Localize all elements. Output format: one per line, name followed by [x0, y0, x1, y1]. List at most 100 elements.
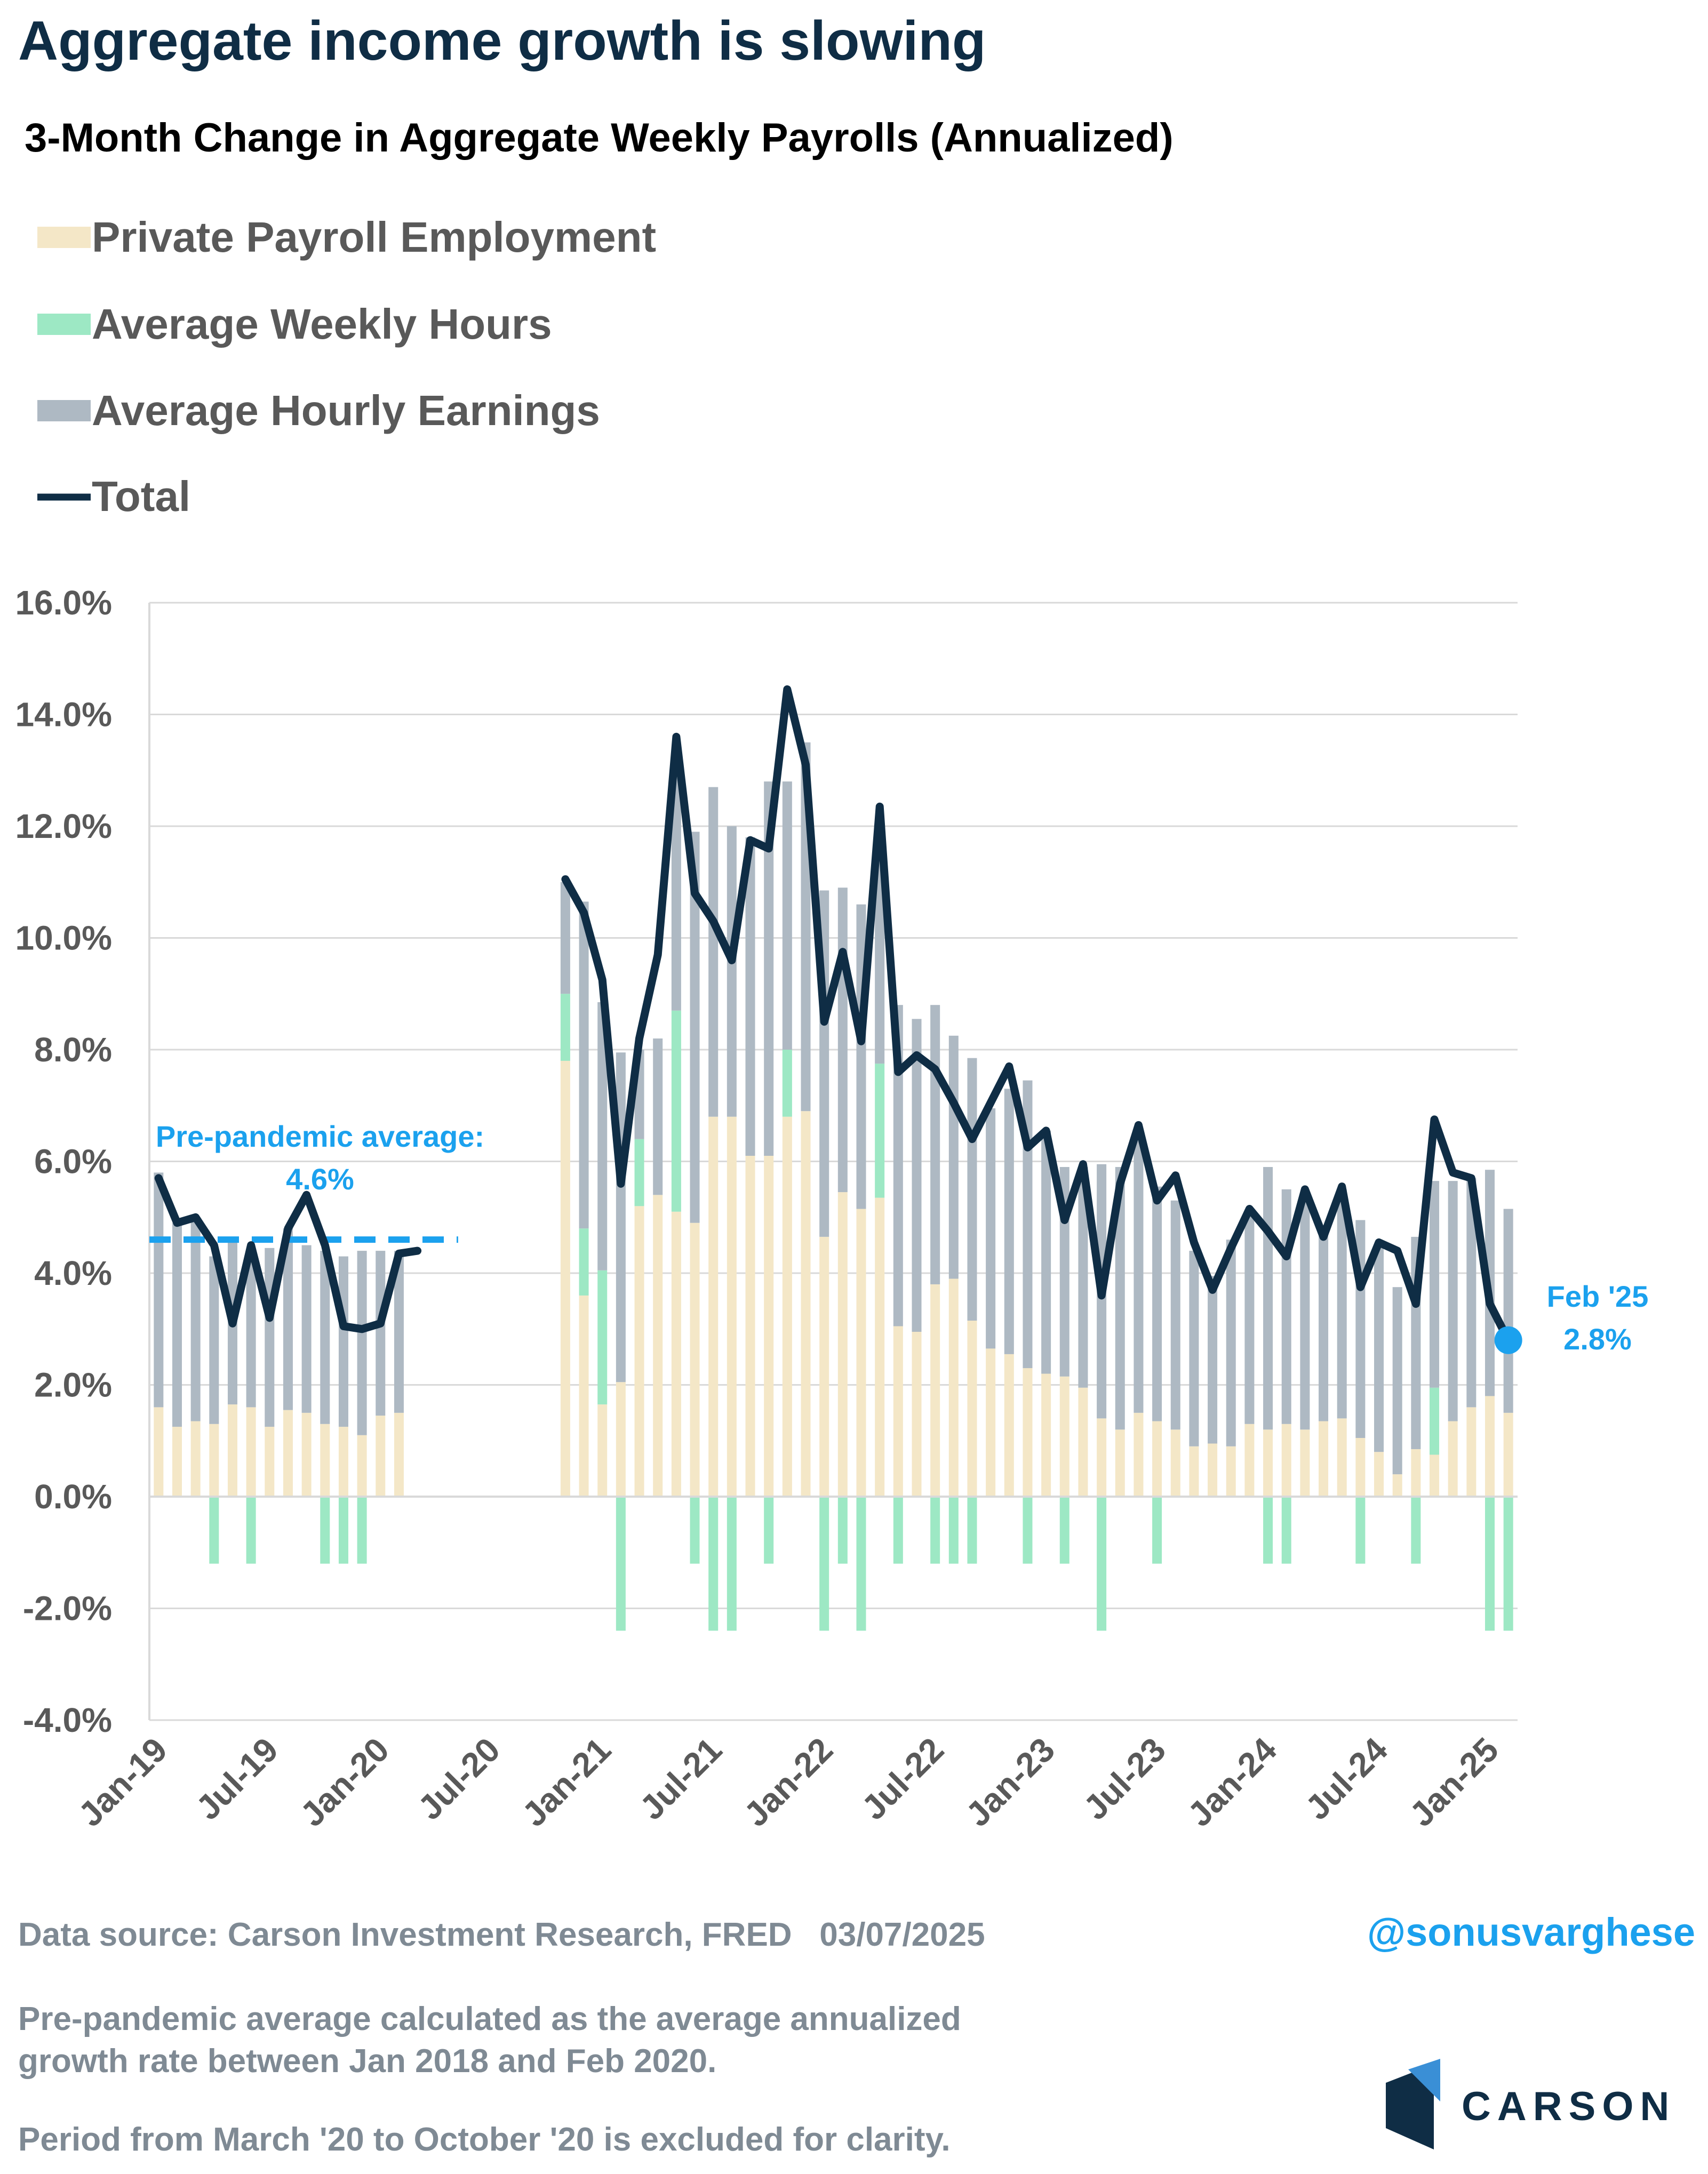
bar-earnings [1503, 1209, 1513, 1413]
bar-hours [338, 1497, 348, 1564]
bar-hours [671, 1010, 681, 1212]
bar-hours [930, 1497, 940, 1564]
bar-earnings [1466, 1178, 1476, 1408]
bar-hours [1430, 1387, 1440, 1455]
bar-hours [1503, 1497, 1513, 1631]
bar-hours [948, 1497, 959, 1564]
y-tick-label: 4.0% [34, 1254, 112, 1292]
bar-employment [745, 1156, 755, 1497]
total-line [154, 685, 1522, 1354]
bar-employment [856, 1209, 866, 1497]
bar-hours [893, 1497, 903, 1564]
bar-employment [1208, 1443, 1218, 1497]
bar-employment [338, 1427, 348, 1497]
bar-earnings [283, 1228, 293, 1410]
last-value-marker [1494, 1326, 1522, 1354]
bar-employment [394, 1412, 404, 1497]
bar-employment [893, 1326, 903, 1497]
bar-hours [1152, 1497, 1162, 1564]
y-tick-label: 0.0% [34, 1477, 112, 1516]
bar-hours [819, 1497, 829, 1631]
bar-employment [875, 1197, 885, 1497]
bar-employment [616, 1382, 626, 1497]
bar-employment [1392, 1474, 1402, 1497]
bar-hours [209, 1497, 219, 1564]
bar-earnings [1208, 1276, 1218, 1444]
bar-hours [727, 1497, 737, 1631]
legend-label-earnings: Average Hourly Earnings [92, 387, 600, 434]
y-tick-label: 2.0% [34, 1366, 112, 1404]
y-tick-label: 14.0% [15, 696, 112, 734]
bar-earnings [986, 1108, 996, 1349]
y-tick-label: -4.0% [23, 1701, 112, 1739]
last-value-label-1: Feb '25 [1547, 1280, 1649, 1313]
bar-employment [948, 1278, 959, 1497]
bar-employment [1244, 1424, 1255, 1497]
bar-employment [320, 1424, 330, 1497]
bar-employment [1078, 1387, 1088, 1497]
bar-earnings [301, 1245, 312, 1413]
bar-employment [154, 1407, 164, 1497]
bar-employment [967, 1321, 977, 1497]
bar-earnings [690, 832, 700, 1223]
bar-employment [1355, 1438, 1366, 1497]
bar-earnings [1300, 1192, 1310, 1430]
bar-hours [246, 1497, 256, 1564]
x-tick-label: Jan-23 [959, 1730, 1062, 1834]
bar-earnings [1319, 1231, 1329, 1421]
bar-earnings [1281, 1189, 1291, 1424]
bar-hours [1355, 1497, 1366, 1564]
bar-earnings [1004, 1089, 1014, 1354]
bar-hours [1411, 1497, 1421, 1564]
bar-earnings [190, 1220, 201, 1421]
bar-earnings [1374, 1245, 1384, 1452]
bar-employment [1097, 1418, 1107, 1497]
bar-employment [1337, 1418, 1347, 1497]
y-tick-label: 6.0% [34, 1142, 112, 1181]
bar-employment [1484, 1396, 1495, 1497]
bar-earnings [893, 1005, 903, 1326]
footnote-2: Period from March '20 to October '20 is … [18, 2121, 951, 2158]
bar-earnings [616, 1052, 626, 1382]
bar-employment [1319, 1421, 1329, 1497]
gridlines [149, 602, 1518, 1721]
bar-employment [912, 1331, 922, 1497]
bar-earnings [837, 888, 848, 1193]
bar-earnings [1226, 1240, 1236, 1446]
bar-hours [837, 1497, 848, 1564]
bar-employment [1134, 1412, 1144, 1497]
bar-earnings [560, 882, 570, 994]
bar-employment [653, 1195, 663, 1497]
pre-pandemic-label-2: 4.6% [286, 1162, 354, 1196]
bar-earnings [745, 837, 755, 1156]
bar-employment [1226, 1446, 1236, 1497]
bar-employment [690, 1222, 700, 1497]
bar-earnings [246, 1251, 256, 1408]
bar-employment [301, 1412, 312, 1497]
x-tick-label: Jul-20 [410, 1730, 507, 1827]
bar-hours [1097, 1497, 1107, 1631]
bar-earnings [1448, 1181, 1458, 1421]
y-tick-label: -2.0% [23, 1589, 112, 1628]
bar-employment [1170, 1429, 1180, 1497]
bar-hours [560, 994, 570, 1061]
bar-employment [764, 1156, 774, 1497]
bar-employment [1411, 1449, 1421, 1497]
bar-employment [560, 1060, 570, 1497]
bar-hours [967, 1497, 977, 1564]
x-axis-labels: Jan-19 Jul-19 Jan-20 Jul-20 Jan-21 Jul-21 Jan-… [71, 1730, 1506, 1834]
author-handle: @sonusvarghese [1367, 1910, 1695, 1954]
bar-employment [246, 1407, 256, 1497]
bar-earnings [930, 1005, 940, 1284]
bar-employment [190, 1421, 201, 1497]
bar-earnings [320, 1251, 330, 1424]
bar-earnings [357, 1251, 367, 1435]
bar-employment [227, 1404, 237, 1497]
bar-employment [579, 1295, 589, 1497]
bar-employment [986, 1348, 996, 1497]
bar-employment [1300, 1429, 1310, 1497]
bar-earnings [708, 787, 719, 1117]
y-tick-label: 12.0% [15, 807, 112, 845]
footnote-1-line-1: Pre-pandemic average calculated as the a… [18, 2001, 961, 2037]
